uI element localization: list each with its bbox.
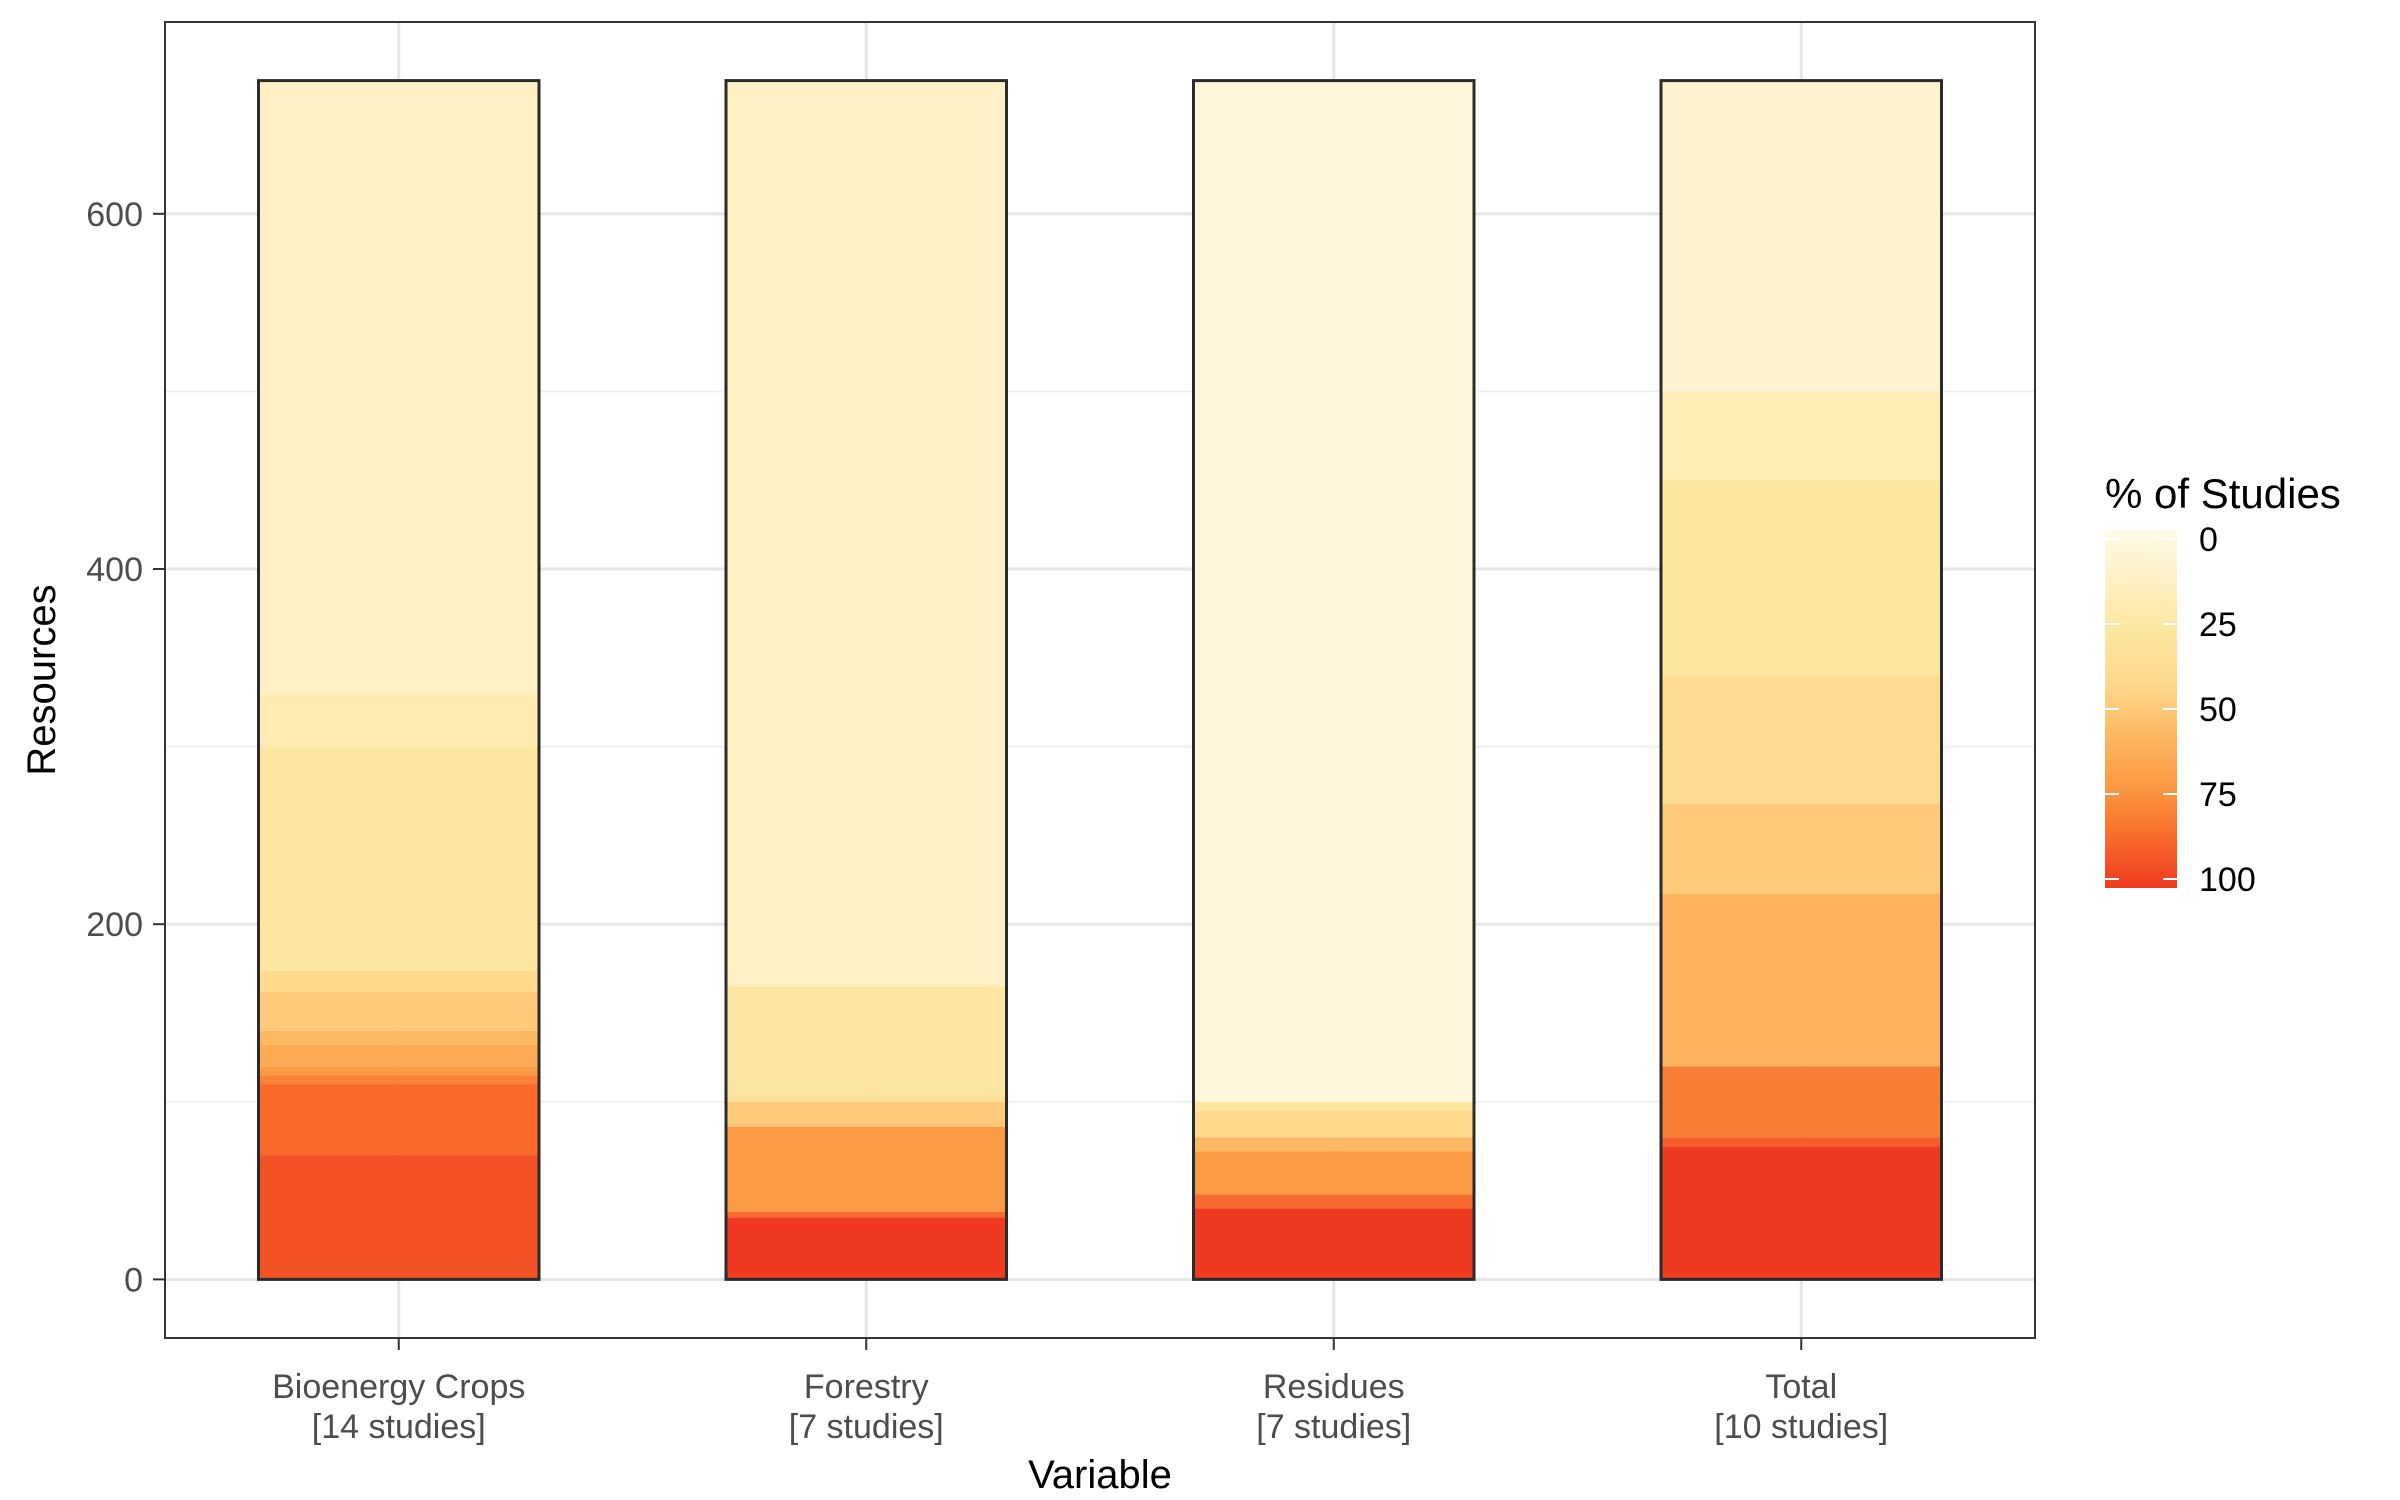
legend-title: % of Studies bbox=[2105, 470, 2341, 517]
x-tick-label: Residues bbox=[1263, 1368, 1405, 1406]
bar-segment bbox=[726, 1211, 1007, 1218]
bar-segment bbox=[726, 1101, 1007, 1127]
bar-segment bbox=[258, 1066, 539, 1076]
bar-segment bbox=[258, 1030, 539, 1045]
bar-segment bbox=[726, 1126, 1007, 1212]
axes-layer: 0 200 400 600 Bioenergy Crops[14 studies] For… bbox=[86, 21, 2036, 1446]
legend-tick-label: 100 bbox=[2199, 861, 2256, 899]
y-tick-label: 0 bbox=[124, 1261, 143, 1299]
y-tick-label: 400 bbox=[86, 551, 143, 589]
y-tick-label: 600 bbox=[86, 196, 143, 234]
bar-segment bbox=[1193, 1110, 1474, 1138]
bar-segment bbox=[258, 693, 539, 747]
legend-tick-label: 75 bbox=[2199, 776, 2237, 814]
bar-residues bbox=[1192, 79, 1476, 1281]
bar-outline bbox=[1659, 79, 1943, 1281]
bar-bioenergy-crops bbox=[257, 79, 541, 1281]
bars-layer bbox=[257, 79, 1943, 1281]
legend: % of Studies 0 25 50 75 100 bbox=[2105, 470, 2341, 899]
bar-segment bbox=[1661, 1137, 1942, 1147]
bar-segment bbox=[726, 986, 1007, 1097]
bar-segment bbox=[258, 1155, 539, 1280]
legend-tick-label: 25 bbox=[2199, 606, 2237, 644]
bar-segment bbox=[1661, 391, 1942, 481]
legend-tick-label: 50 bbox=[2199, 691, 2237, 729]
y-axis-title: Resources bbox=[20, 584, 64, 775]
x-axis-title: Variable bbox=[1028, 1453, 1172, 1497]
x-tick-label: Forestry bbox=[804, 1368, 929, 1406]
bar-forestry bbox=[724, 79, 1008, 1281]
x-tick-sublabel: [7 studies] bbox=[1256, 1408, 1411, 1446]
bar-segment bbox=[258, 991, 539, 1031]
bar-segment bbox=[258, 1075, 539, 1085]
y-tick-label: 200 bbox=[86, 906, 143, 944]
x-tick-label: Total bbox=[1765, 1368, 1837, 1406]
bar-segment bbox=[1193, 1137, 1474, 1152]
bar-segment bbox=[258, 1044, 539, 1067]
bar-segment bbox=[726, 80, 1007, 987]
x-tick-label: Bioenergy Crops bbox=[272, 1368, 525, 1406]
bar-segment bbox=[1661, 675, 1942, 804]
bar-outline bbox=[724, 79, 1008, 1281]
x-tick-sublabel: [10 studies] bbox=[1714, 1408, 1888, 1446]
bar-segment bbox=[1661, 480, 1942, 676]
bar-segment bbox=[1661, 803, 1942, 895]
bar-segment bbox=[1193, 1101, 1474, 1111]
bar-total bbox=[1659, 79, 1943, 1281]
bar-segment bbox=[258, 80, 539, 694]
bar-segment bbox=[1661, 1066, 1942, 1138]
bar-segment bbox=[1193, 80, 1474, 1102]
bar-segment bbox=[258, 746, 539, 971]
bar-segment bbox=[726, 1096, 1007, 1102]
bar-segment bbox=[1193, 1194, 1474, 1209]
bar-segment bbox=[258, 1084, 539, 1156]
bar-segment bbox=[1661, 1146, 1942, 1280]
bar-outline bbox=[257, 79, 541, 1281]
legend-tick-label: 0 bbox=[2199, 521, 2218, 559]
bar-outline bbox=[1192, 79, 1476, 1281]
bar-segment bbox=[258, 970, 539, 992]
bar-segment bbox=[726, 1217, 1007, 1280]
bar-segment bbox=[1193, 1151, 1474, 1195]
panel-border bbox=[164, 21, 2036, 1339]
bar-segment bbox=[1193, 1208, 1474, 1280]
x-tick-sublabel: [14 studies] bbox=[312, 1408, 486, 1446]
bar-segment bbox=[1661, 894, 1942, 1067]
x-tick-sublabel: [7 studies] bbox=[789, 1408, 944, 1446]
bar-segment bbox=[1661, 80, 1942, 392]
